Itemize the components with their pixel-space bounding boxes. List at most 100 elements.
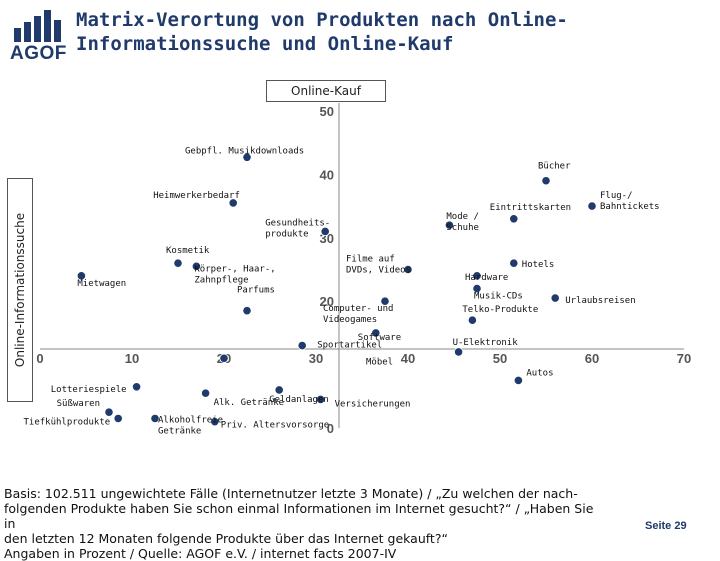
point-label-line: Schuhe (446, 223, 479, 233)
chart-labels: Gebpfl. Musikdownloads Bücher Heimwerkerbe… (23, 146, 659, 436)
point-label: Urlaubsreisen (565, 296, 635, 306)
y-tick-label: 0 (327, 421, 334, 436)
point-label: Parfums (237, 286, 275, 296)
data-point (472, 271, 482, 281)
footnote-line-1: Basis: 102.511 ungewichtete Fälle (Inter… (4, 486, 578, 501)
point-label: Gebpfl. Musikdownloads (185, 146, 304, 156)
x-tick-label: 0 (36, 351, 43, 366)
point-label: Körper-, Haar-, Zahnpflege (194, 264, 275, 285)
point-label-line: Gesundheits- (265, 218, 330, 228)
point-label-line: Körper-, Haar-, (194, 264, 275, 274)
data-point (228, 198, 238, 208)
point-label: Hotels (522, 260, 555, 270)
page-number: Seite 29 (645, 520, 687, 532)
title-line-2: Informationssuche und Online-Kauf (76, 33, 454, 55)
footnote-line-4: Angaben in Prozent / Quelle: AGOF e.V. /… (4, 546, 397, 561)
point-label: Geldanlagen (269, 395, 329, 405)
point-label: Telko-Produkte (462, 305, 538, 315)
footnote: Basis: 102.511 ungewichtete Fälle (Inter… (4, 486, 604, 561)
point-label: Tiefkühlprodukte (23, 417, 110, 427)
data-point (467, 315, 477, 325)
point-label-line: produkte (265, 229, 308, 239)
data-point (403, 264, 413, 275)
point-label-line: Mode / (446, 212, 479, 222)
point-label-line: DVDs, Videos (346, 266, 411, 276)
footnote-line-3: den letzten 12 Monaten folgende Produkte… (4, 531, 448, 546)
data-point (509, 258, 519, 268)
data-point (219, 353, 229, 363)
point-label: Software (358, 333, 401, 343)
bar-chart-icon (14, 10, 61, 42)
data-point (315, 394, 326, 405)
y-tick-label: 20 (320, 294, 334, 309)
data-point (76, 271, 87, 281)
data-point (191, 261, 201, 271)
point-label-line: Bahntickets (600, 202, 660, 212)
data-point (453, 347, 464, 357)
chart-axes: 010203040506070020304050 (36, 103, 691, 436)
data-point (104, 407, 114, 417)
y-axis-title: Online-Informationssuche (13, 212, 27, 368)
x-tick-label: 10 (125, 351, 139, 366)
data-point (210, 417, 220, 427)
data-point (150, 413, 160, 424)
data-point (371, 328, 381, 338)
point-label: Heimwerkerbedarf (153, 191, 240, 201)
point-label: Versicherungen (335, 399, 411, 409)
agof-logo: AGOF (8, 10, 68, 66)
point-label: Filme auf DVDs, Videos (346, 255, 411, 276)
data-point (274, 385, 284, 395)
point-label: Gesundheits-produkte (265, 218, 330, 239)
point-label-line: Videogames (323, 315, 377, 325)
x-tick-label: 40 (401, 351, 415, 366)
data-point (380, 296, 390, 306)
data-point (297, 340, 307, 351)
point-label-line: Filme auf (346, 255, 395, 265)
data-point (541, 176, 551, 186)
x-axis-title: Online-Kauf (266, 80, 386, 102)
point-label: Kosmetik (166, 246, 210, 256)
data-point (113, 413, 123, 424)
point-label-line: Alkoholfreie (158, 415, 223, 425)
logo-text: AGOF (10, 43, 67, 64)
point-label: Computer- und Videogames (323, 304, 393, 325)
data-point (201, 388, 211, 398)
data-point (513, 375, 524, 386)
data-point (242, 306, 252, 316)
point-label: Möbel (366, 357, 393, 367)
data-point (509, 214, 519, 224)
data-point (132, 382, 142, 392)
point-label: Musik-CDs (474, 292, 523, 302)
data-point (242, 152, 252, 162)
y-tick-label: 40 (320, 167, 334, 182)
data-point (550, 293, 560, 303)
footnote-line-2: folgenden Produkte haben Sie schon einma… (4, 501, 594, 531)
point-label: Alk. Getränke (214, 398, 284, 408)
point-label: Flug-/Bahntickets (600, 191, 660, 212)
y-axis-title-box: Online-Informationssuche (7, 178, 33, 402)
point-label-line: Getränke (158, 426, 201, 436)
point-label: Sportartikel (317, 341, 382, 351)
point-label-line: Computer- und (323, 304, 393, 314)
point-label-line: Zahnpflege (194, 275, 248, 285)
data-point (320, 226, 330, 237)
y-tick-label: 50 (320, 104, 334, 119)
point-label-line: Flug-/ (600, 191, 633, 201)
x-tick-label: 30 (309, 351, 323, 366)
point-label: Bücher (538, 162, 571, 172)
point-label: Mode / Schuhe (446, 212, 479, 233)
data-point (472, 283, 482, 294)
point-label: Eintrittskarten (490, 203, 571, 213)
page-title: Matrix-Verortung von Produkten nach Onli… (76, 8, 676, 56)
chart-points (76, 152, 597, 427)
point-label: Lotteriespiele (51, 385, 127, 395)
x-tick-label: 50 (493, 351, 507, 366)
scatter-chart: 010203040506070020304050 Gebpfl. Musikdo… (23, 103, 691, 436)
data-point (173, 258, 183, 268)
point-label: U-Elektronik (453, 338, 519, 348)
x-tick-label: 60 (585, 351, 599, 366)
data-point (587, 201, 597, 211)
point-label: Autos (526, 368, 553, 378)
point-label: Süßwaren (57, 399, 100, 409)
x-tick-label: 70 (677, 351, 691, 366)
